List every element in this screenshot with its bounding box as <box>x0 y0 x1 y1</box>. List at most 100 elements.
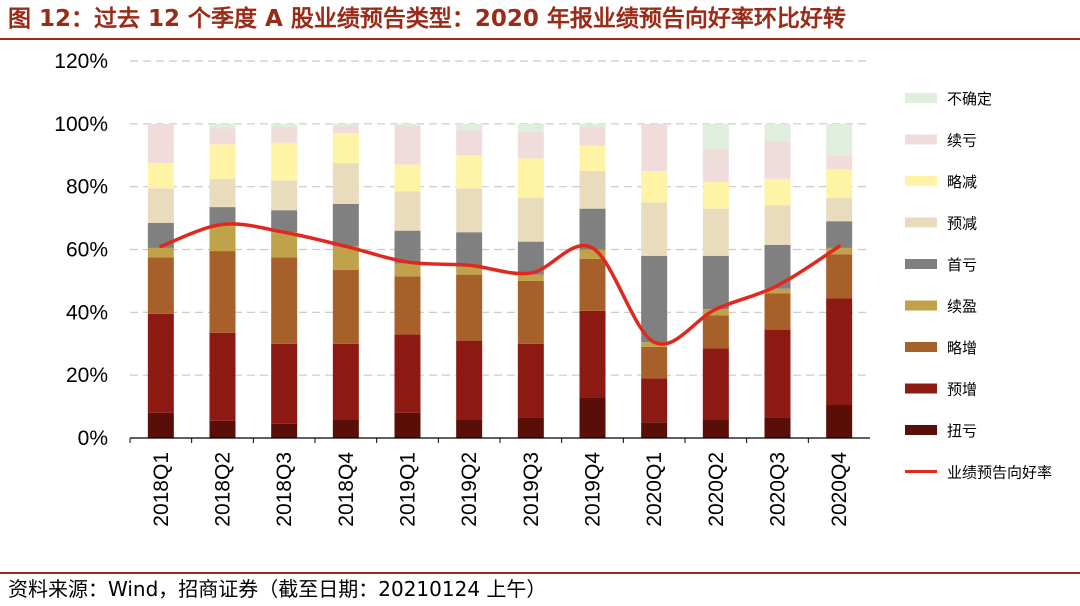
good-rate-line <box>159 222 841 346</box>
bar-segment <box>209 178 236 208</box>
bar-segment <box>764 141 791 179</box>
title-divider <box>0 38 1080 40</box>
bar-segment <box>394 334 421 413</box>
x-category-label: 2018Q3 <box>273 452 296 527</box>
bar-segment <box>147 188 174 223</box>
bar-segment <box>394 263 421 277</box>
bar-segment <box>209 207 236 226</box>
x-category-label: 2020Q1 <box>643 452 666 527</box>
bar-segment <box>271 210 298 233</box>
bar-segment <box>826 221 853 248</box>
bar-segment <box>579 258 606 311</box>
x-category-label: 2019Q1 <box>397 452 420 527</box>
y-tick-label: 0% <box>78 427 108 450</box>
legend-swatch <box>905 93 937 103</box>
legend-label: 续亏 <box>947 132 977 150</box>
bar-segment <box>271 423 298 438</box>
x-category-label: 2020Q2 <box>705 452 728 527</box>
y-tick-label: 40% <box>66 301 108 324</box>
bar-segment <box>641 202 668 256</box>
bar-segment <box>517 131 544 159</box>
bar-segment <box>641 342 668 347</box>
bar-segment <box>579 397 606 438</box>
bar-segment <box>456 123 483 131</box>
bar-segment <box>764 329 791 418</box>
bar-segment <box>394 191 421 231</box>
bar-segment <box>517 123 544 132</box>
y-tick-label: 20% <box>66 364 108 387</box>
bar-segment <box>826 169 853 198</box>
legend-swatch <box>905 134 937 145</box>
x-category-label: 2018Q4 <box>335 452 358 527</box>
legend-swatch <box>905 425 937 435</box>
bar-segment <box>764 123 791 142</box>
bar-segment <box>209 144 236 179</box>
bar-segment <box>271 257 298 344</box>
bar-segment <box>147 163 174 189</box>
bar-segment <box>147 412 174 438</box>
bar-segment <box>271 180 298 211</box>
y-tick-label: 120% <box>54 50 108 73</box>
bar-segment <box>394 125 421 165</box>
bar-segment <box>702 148 729 182</box>
bar-segment <box>332 123 359 126</box>
x-category-label: 2020Q3 <box>767 452 790 527</box>
bar-segment <box>332 269 359 344</box>
x-category-label: 2018Q1 <box>150 452 173 527</box>
legend-label: 不确定 <box>947 90 992 108</box>
bar-segment <box>517 274 544 281</box>
bar-segment <box>826 197 853 222</box>
bar-segment <box>147 123 174 164</box>
axes: 0% 20% 40% 60% 80% 100% 120% 2018Q1 2018Q2 2018Q3… <box>54 50 870 527</box>
legend-swatch <box>905 300 937 311</box>
bar-segment <box>394 164 421 192</box>
legend-label: 预增 <box>947 381 977 399</box>
bar-segment <box>826 155 853 170</box>
y-tick-label: 100% <box>54 113 108 136</box>
bar-segment <box>147 247 174 258</box>
bar-segment <box>579 145 606 171</box>
legend-swatch <box>905 217 937 228</box>
bar-segment <box>332 419 359 438</box>
bar-segment <box>826 123 853 156</box>
y-tick-label: 60% <box>66 239 108 262</box>
bar-segment <box>394 412 421 438</box>
legend-label: 略减 <box>947 173 977 191</box>
bar-segment <box>702 419 729 438</box>
legend-label: 续盈 <box>947 298 977 316</box>
bar-segment <box>764 288 791 294</box>
bar-segment <box>579 170 606 209</box>
bar-segment <box>517 158 544 198</box>
legend-label: 业绩预告向好率 <box>947 464 1052 482</box>
bar-segment <box>271 142 298 181</box>
bar-segment <box>456 419 483 438</box>
bar-segment <box>332 203 359 247</box>
bar-segment <box>641 422 668 438</box>
bar-segment <box>641 170 668 203</box>
bar-stacks <box>147 123 853 438</box>
source-divider <box>0 572 1080 574</box>
bar-segment <box>456 274 483 341</box>
bar-segment <box>702 309 729 316</box>
bar-segment <box>641 346 668 379</box>
bar-segment <box>702 208 729 256</box>
bar-segment <box>456 232 483 267</box>
good-rate-line-layer <box>159 222 841 346</box>
bar-segment <box>641 378 668 423</box>
bar-segment <box>271 123 298 127</box>
bar-segment <box>517 343 544 418</box>
bar-segment <box>764 293 791 330</box>
bar-segment <box>764 205 791 245</box>
y-tick-label: 80% <box>66 176 108 199</box>
bar-segment <box>826 298 853 406</box>
bar-segment <box>517 197 544 242</box>
source-note: 资料来源：Wind，招商证券（截至日期：20210124 上午） <box>8 577 547 601</box>
bar-segment <box>456 266 483 275</box>
bar-segment <box>579 208 606 250</box>
bar-segment <box>702 348 729 420</box>
stacked-bar-chart: 0% 20% 40% 60% 80% 100% 120% 2018Q1 2018Q2 2018Q3… <box>54 50 1052 527</box>
grid-lines <box>130 60 870 376</box>
bar-segment <box>271 343 298 424</box>
bar-segment <box>456 340 483 420</box>
